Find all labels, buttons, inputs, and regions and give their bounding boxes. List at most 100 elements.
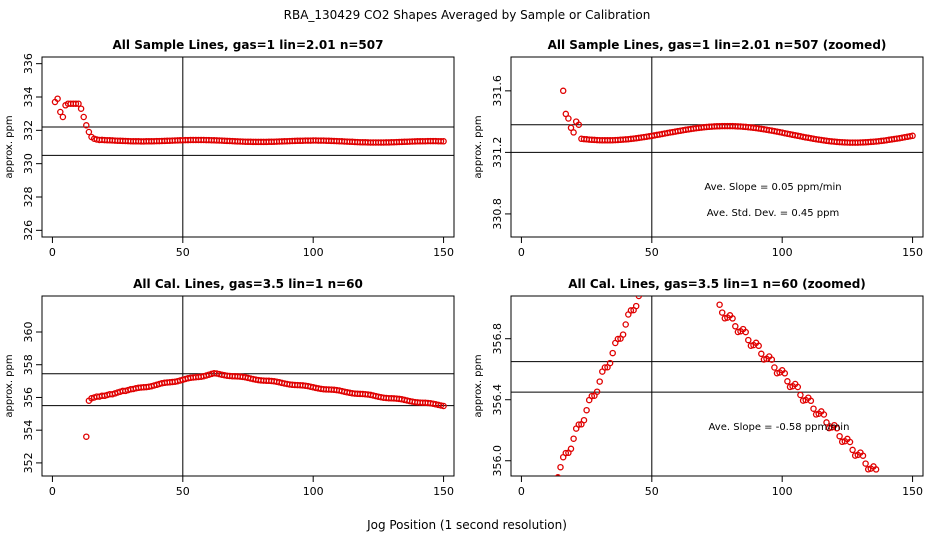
data-point [557, 463, 564, 471]
data-point [872, 466, 880, 473]
chart-title: All Sample Lines, gas=1 lin=2.01 n=507 [113, 38, 384, 52]
y-tick-label: 356 [22, 387, 35, 408]
annotation: Ave. Slope = 0.05 ppm/min [704, 182, 841, 193]
data-point [906, 133, 914, 140]
y-tick-label: 354 [22, 420, 35, 441]
data-point [575, 421, 583, 428]
x-tick-label: 0 [49, 246, 56, 259]
data-point [570, 435, 577, 442]
x-tick-label: 100 [303, 246, 324, 259]
y-axis-label: approx. ppm [473, 354, 484, 417]
data-point [747, 342, 755, 349]
data-point [570, 129, 577, 136]
data-point [794, 383, 802, 391]
y-tick-label: 331.2 [491, 137, 504, 169]
x-tick-label: 50 [645, 246, 659, 259]
y-tick-label: 336 [22, 53, 35, 74]
y-tick-label: 326 [22, 220, 35, 241]
x-tick-label: 100 [772, 485, 793, 498]
y-tick-label: 330.8 [491, 198, 504, 230]
data-point [622, 321, 629, 328]
y-tick-label: 358 [22, 354, 35, 375]
data-point [437, 137, 445, 145]
data-point [768, 356, 776, 363]
data-point [59, 113, 67, 121]
panel-sample-lines-zoomed: All Sample Lines, gas=1 lin=2.01 n=507 (… [473, 38, 924, 259]
data-point [85, 128, 93, 136]
data-point [437, 402, 445, 409]
data-point [601, 364, 609, 371]
y-axis-label: approx. ppm [4, 115, 15, 178]
data-point [732, 323, 739, 330]
data-point [583, 406, 590, 414]
data-point [810, 405, 817, 412]
annotation: Ave. Slope = -0.58 ppm/min [709, 422, 850, 433]
data-point [559, 87, 567, 95]
x-tick-label: 100 [772, 246, 793, 259]
x-tick-label: 150 [433, 246, 454, 259]
y-tick-label: 360 [22, 322, 35, 343]
data-point [716, 301, 723, 308]
data-point [797, 391, 804, 399]
data-series [559, 87, 916, 146]
data-point [742, 328, 749, 336]
y-tick-label: 334 [22, 87, 35, 108]
data-point [909, 132, 916, 140]
data-point [859, 452, 867, 459]
data-series [83, 370, 447, 440]
data-point [554, 474, 561, 476]
data-point [820, 411, 828, 418]
data-point [849, 446, 856, 454]
data-point [588, 392, 596, 400]
data-point [614, 335, 622, 343]
data-point [83, 122, 90, 129]
data-series [51, 95, 447, 146]
x-tick-label: 150 [902, 246, 923, 259]
chart-title: All Cal. Lines, gas=3.5 lin=1 n=60 (zoom… [568, 277, 866, 291]
data-point [758, 350, 765, 358]
y-tick-label: 328 [22, 187, 35, 208]
data-point [562, 449, 570, 457]
plot-frame [41, 295, 455, 477]
y-tick-label: 352 [22, 452, 35, 473]
y-tick-label: 356.0 [491, 445, 504, 477]
x-tick-label: 50 [645, 485, 659, 498]
data-point [619, 331, 627, 338]
data-point [606, 359, 614, 367]
data-point [823, 419, 830, 426]
data-point [838, 438, 846, 446]
x-tick-label: 150 [433, 485, 454, 498]
data-point [729, 315, 736, 322]
data-point [632, 302, 640, 310]
plot-frame [41, 56, 455, 238]
data-point [755, 342, 762, 350]
data-point [567, 445, 575, 453]
y-tick-label: 356.8 [491, 323, 504, 355]
data-point [771, 364, 778, 371]
panel-cal-lines: All Cal. Lines, gas=3.5 lin=1 n=60 approx… [4, 277, 455, 498]
plot-frame [510, 295, 924, 477]
data-point [799, 397, 807, 404]
x-tick-label: 0 [518, 485, 525, 498]
data-point [83, 433, 90, 440]
chart-title: All Sample Lines, gas=1 lin=2.01 n=507 (… [548, 38, 887, 52]
data-point [846, 438, 854, 446]
data-point [565, 115, 572, 122]
y-tick-label: 332 [22, 120, 35, 141]
data-point [718, 309, 726, 316]
data-point [440, 138, 447, 145]
data-point [593, 388, 601, 395]
panel-sample-lines: All Sample Lines, gas=1 lin=2.01 n=507 ap… [4, 38, 455, 259]
data-point [580, 416, 588, 424]
annotation: Ave. Std. Dev. = 0.45 ppm [707, 208, 839, 219]
data-point [784, 378, 791, 385]
data-point [745, 336, 752, 344]
data-point [562, 110, 570, 118]
x-tick-label: 0 [518, 246, 525, 259]
data-point [80, 113, 87, 121]
chart-title: All Cal. Lines, gas=3.5 lin=1 n=60 [133, 277, 363, 291]
data-point [75, 100, 82, 107]
x-tick-label: 150 [902, 485, 923, 498]
data-point [57, 108, 64, 116]
